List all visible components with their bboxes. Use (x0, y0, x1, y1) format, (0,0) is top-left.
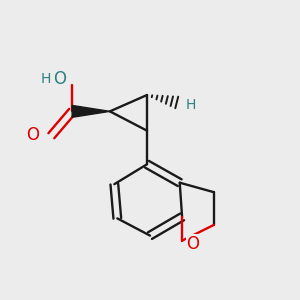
Text: H: H (40, 72, 51, 86)
Text: O: O (187, 235, 200, 253)
Polygon shape (72, 105, 110, 117)
Text: O: O (26, 126, 39, 144)
Text: O: O (53, 70, 66, 88)
Text: H: H (186, 98, 196, 112)
